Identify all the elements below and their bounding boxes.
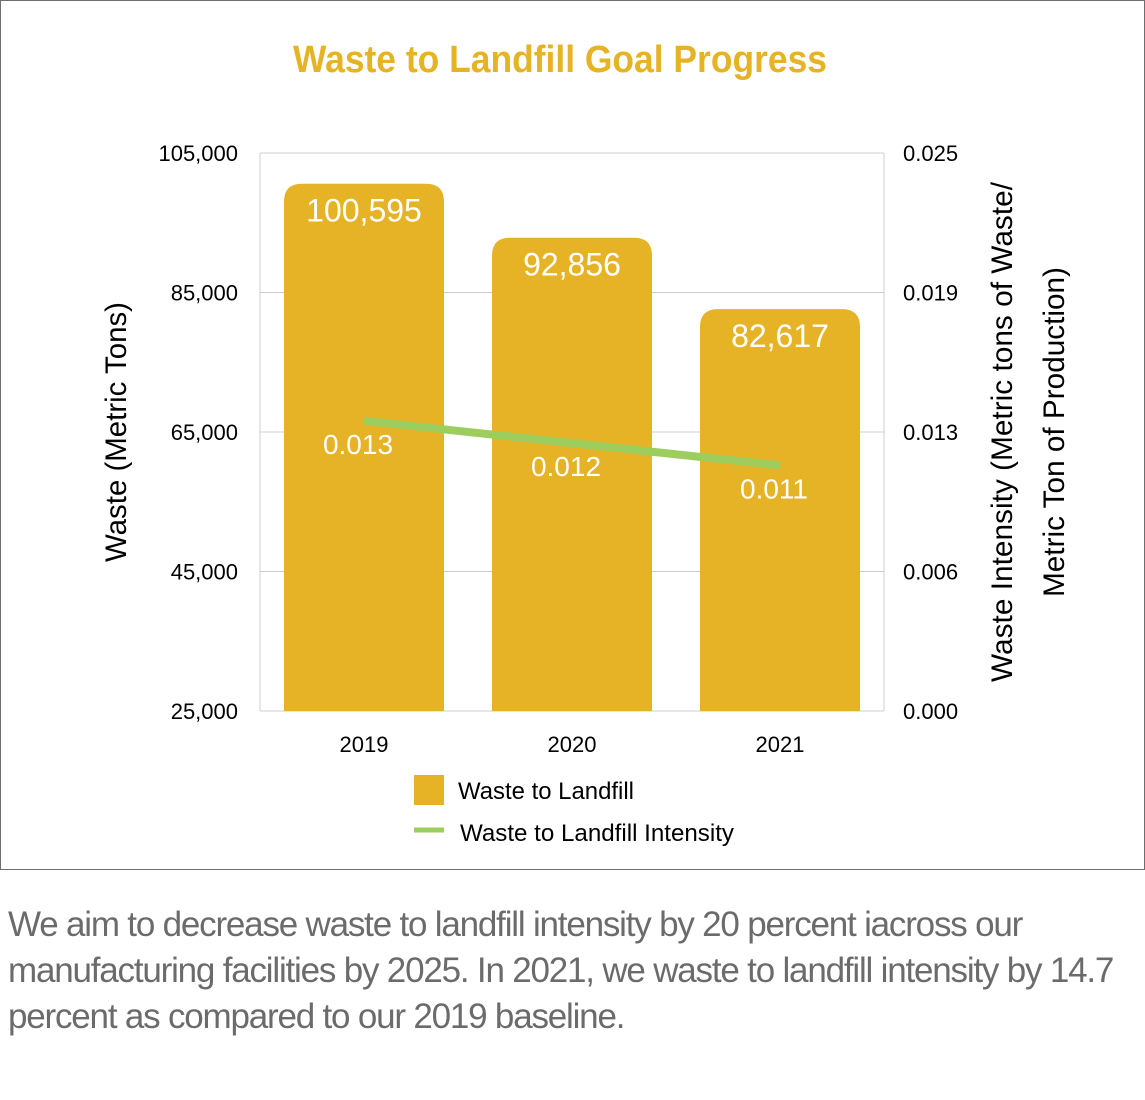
bar-2021 xyxy=(700,309,860,711)
intensity-line-group xyxy=(363,416,781,470)
intensity-value-label: 0.012 xyxy=(531,451,601,482)
data-labels: 100,595 92,856 82,617 0.013 0.012 0.011 xyxy=(306,193,829,505)
y2-tick-label: 0.019 xyxy=(903,281,958,306)
legend: Waste to Landfill Waste to Landfill Inte… xyxy=(414,775,734,847)
y2-axis-label-line-1: Waste Intensity (Metric tons of Waste/ xyxy=(986,181,1019,682)
intensity-value-label: 0.013 xyxy=(323,429,393,460)
y-tick-label: 45,000 xyxy=(171,560,238,585)
y2-tick-label: 0.025 xyxy=(903,141,958,166)
y2-axis-label-line-2: Metric Ton of Production) xyxy=(1038,267,1071,597)
bar-value-label: 100,595 xyxy=(306,193,422,229)
intensity-point xyxy=(571,442,573,444)
legend-bar-label: Waste to Landfill xyxy=(458,778,634,805)
y2-tick-label: 0.000 xyxy=(903,699,958,724)
y2-tick-label: 0.013 xyxy=(903,420,958,445)
y-tick-label: 65,000 xyxy=(171,420,238,445)
axes: 25,000 45,000 65,000 85,000 105,000 0.000 0.00… xyxy=(158,141,958,757)
y2-tick-label: 0.006 xyxy=(903,560,958,585)
intensity-value-label: 0.011 xyxy=(740,473,808,504)
legend-bar-swatch xyxy=(414,775,444,805)
x-tick-label: 2021 xyxy=(756,732,805,757)
intensity-point xyxy=(363,420,365,422)
legend-line-label: Waste to Landfill Intensity xyxy=(460,820,734,847)
y-axis-label: Waste (Metric Tons) xyxy=(100,302,133,562)
y-tick-label: 25,000 xyxy=(171,699,238,724)
bar-2019 xyxy=(284,183,444,712)
caption-text: We aim to decrease waste to landfill int… xyxy=(8,905,1114,1036)
bar-value-label: 92,856 xyxy=(523,247,621,283)
intensity-point xyxy=(779,464,781,466)
bar-2020 xyxy=(492,237,652,711)
bar-value-label: 82,617 xyxy=(731,318,829,354)
y-tick-label: 105,000 xyxy=(158,141,238,166)
bars xyxy=(284,183,860,712)
x-tick-label: 2019 xyxy=(340,732,389,757)
chart-title: Waste to Landfill Goal Progress xyxy=(293,39,827,81)
y-tick-label: 85,000 xyxy=(171,281,238,306)
x-tick-label: 2020 xyxy=(548,732,597,757)
chart: Waste to Landfill Goal Progress 100,595 9… xyxy=(100,39,1071,847)
